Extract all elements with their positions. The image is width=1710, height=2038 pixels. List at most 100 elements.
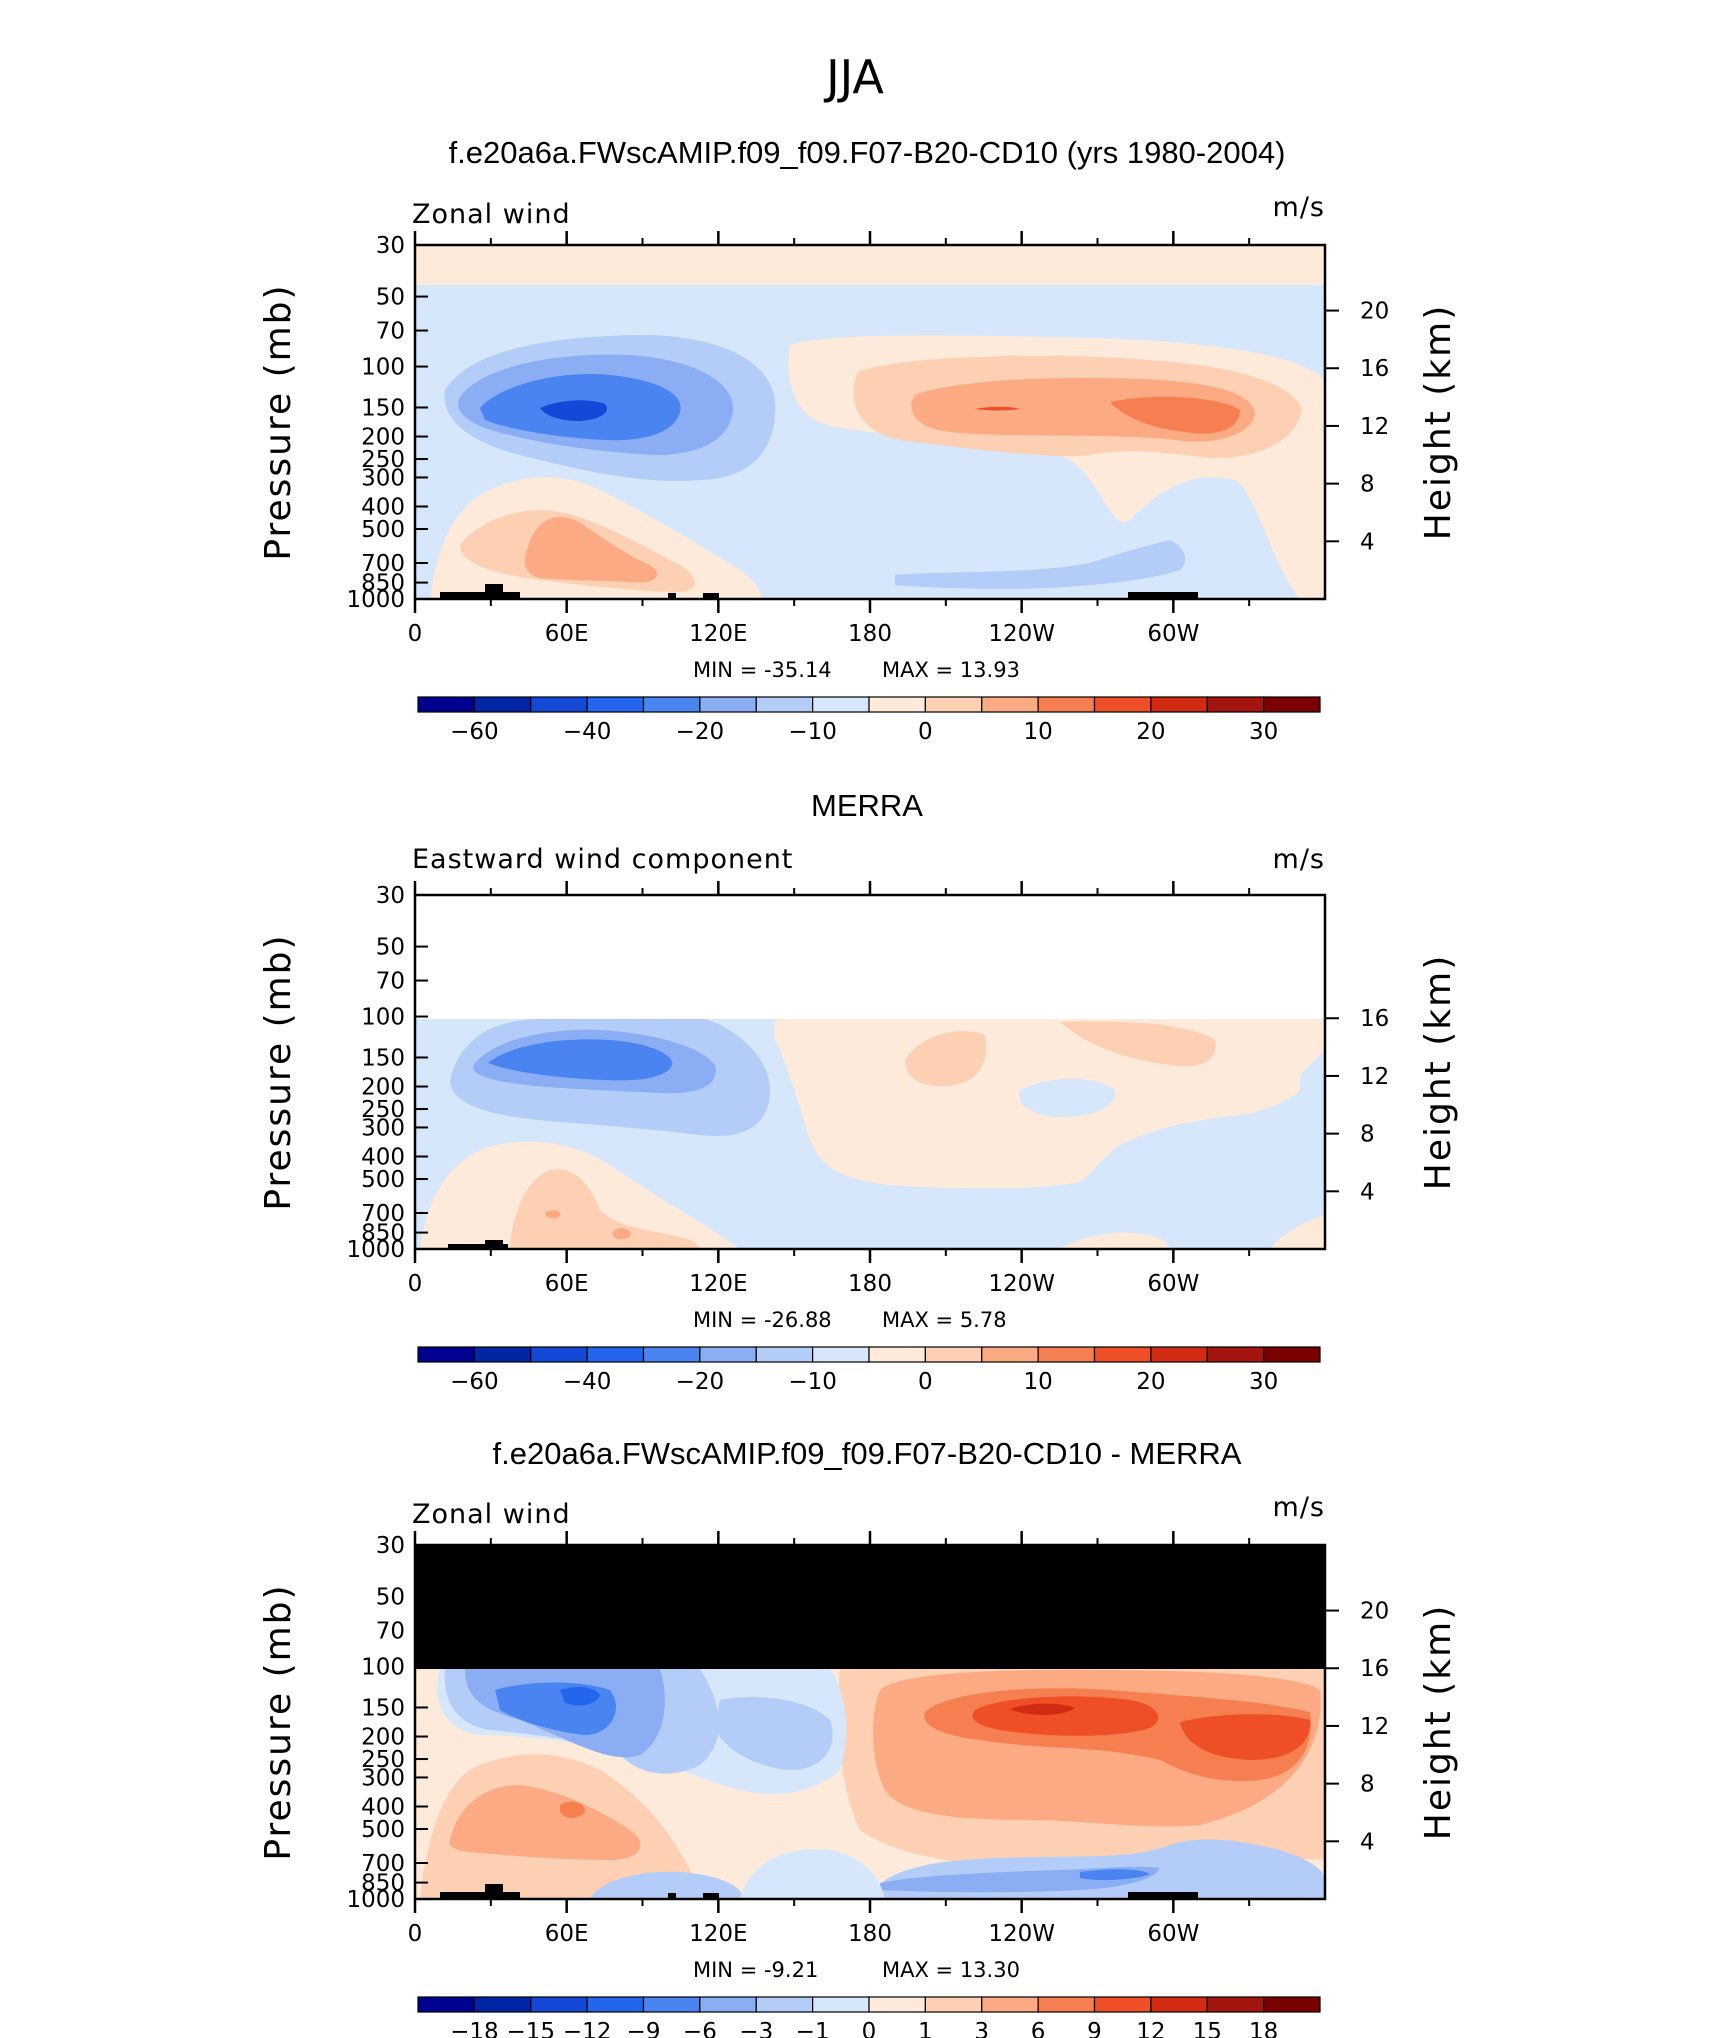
panel-1: f.e20a6a.FWscAMIP.f09_f09.F07-B20-CD10 (… (258, 135, 1459, 745)
x-tick-label: 120W (988, 1921, 1055, 1947)
colorbar-swatch (1206, 696, 1265, 713)
x-tick-label: 120E (689, 1921, 747, 1947)
colorbar-swatch (642, 696, 701, 713)
y-tick-label: 1000 (346, 587, 405, 613)
panel-2-westerly-patch-a (545, 1210, 561, 1219)
colorbar-label: 20 (1136, 719, 1165, 745)
colorbar-swatch (1093, 696, 1152, 713)
colorbar-swatch (1263, 1996, 1321, 2013)
x-tick-label: 60E (545, 1271, 589, 1297)
panel-2-y2label: Height (km) (1418, 954, 1459, 1190)
y2-tick-label: 12 (1360, 414, 1389, 440)
y-tick-label: 850 (361, 1221, 405, 1247)
panel-2: MERRA Eastward wind component m/s 30 50 70… (258, 788, 1459, 1395)
colorbar-swatch (417, 1346, 475, 1363)
colorbar-label: 30 (1249, 1369, 1278, 1395)
panel-3-negative-mid-b (715, 1696, 833, 1770)
y-tick-label: 50 (376, 935, 405, 961)
y2-tick-label: 8 (1360, 472, 1375, 498)
colorbar-swatch (981, 1346, 1039, 1363)
colorbar-swatch (473, 1996, 532, 2013)
colorbar-swatch (1037, 1996, 1096, 2013)
colorbar-label: −10 (788, 719, 837, 745)
panel-2-subtitle: MERRA (811, 788, 923, 823)
panel-1-units-label: m/s (1273, 192, 1325, 223)
panel-1-eastward-jet-core-2 (975, 406, 1020, 411)
panel-3-masked-region (415, 1545, 1325, 1669)
colorbar-swatch (1150, 1996, 1208, 2013)
x-tick-label: 60E (545, 621, 589, 647)
panel-1-westward-jet-core (540, 400, 608, 421)
panel-1-topography-andes (1128, 592, 1198, 599)
y-tick-label: 250 (361, 1097, 405, 1123)
colorbar-swatch (530, 1996, 588, 2013)
y-tick-label: 70 (376, 1619, 405, 1645)
panel-2-variable-label: Eastward wind component (412, 844, 793, 875)
colorbar-label: −12 (563, 2019, 612, 2038)
colorbar-swatch (1037, 1346, 1096, 1363)
colorbar-swatch (1206, 1996, 1265, 2013)
panel-2-low-level-east-patch (1270, 1215, 1325, 1249)
panel-1-low-level-westerlies-inner (525, 516, 658, 583)
panel-3-topography-b (668, 1893, 676, 1899)
colorbar-label: 6 (1031, 2019, 1046, 2038)
panel-3-low-level-positive-core (560, 1801, 585, 1818)
colorbar-label: 0 (918, 1369, 933, 1395)
y2-tick-label: 20 (1360, 299, 1389, 325)
y2-tick-label: 16 (1360, 1006, 1389, 1032)
x-tick-label: 120E (689, 1271, 747, 1297)
panel-3-topography (440, 1892, 520, 1899)
y-tick-label: 30 (376, 883, 405, 909)
y-tick-label: 700 (361, 1201, 405, 1227)
panel-1-topography-b (668, 593, 676, 599)
y-tick-label: 850 (361, 1871, 405, 1897)
colorbar-label: 18 (1249, 2019, 1278, 2038)
panel-3-topography-c (703, 1893, 719, 1899)
y-tick-label: 700 (361, 551, 405, 577)
panel-2-eastern-edge-easterlies (1299, 1050, 1325, 1160)
x-tick-label: 120W (988, 1271, 1055, 1297)
x-tick-label: 0 (408, 621, 423, 647)
y2-tick-label: 20 (1360, 1599, 1389, 1625)
y-tick-label: 500 (361, 1167, 405, 1193)
colorbar-swatch (642, 1346, 701, 1363)
panel-3-topography-peak (485, 1884, 503, 1899)
colorbar-swatch (530, 696, 588, 713)
panel-1-stratospheric-band (415, 245, 1325, 285)
colorbar-label: 3 (974, 2019, 989, 2038)
y-tick-label: 1000 (346, 1887, 405, 1913)
panel-1-colorbar: −60 −40 −20 −10 0 10 20 30 (417, 696, 1321, 745)
figure-title: JJA (823, 50, 884, 104)
colorbar-swatch (1037, 696, 1096, 713)
colorbar-swatch (755, 1996, 814, 2013)
colorbar-swatch (1093, 1996, 1152, 2013)
x-tick-label: 120E (689, 621, 747, 647)
panel-1-subtitle: f.e20a6a.FWscAMIP.f09_f09.F07-B20-CD10 (… (449, 135, 1286, 170)
panel-2-field (415, 895, 1325, 1249)
panel-2-max-label: MAX = 5.78 (882, 1308, 1007, 1332)
y-tick-label: 200 (361, 425, 405, 451)
panel-3-low-level-negative-west (590, 1871, 745, 1899)
colorbar-swatch (924, 1996, 983, 2013)
panel-2-topography (448, 1244, 508, 1249)
colorbar-swatch (924, 1346, 983, 1363)
colorbar-swatch (586, 696, 645, 713)
y-tick-label: 250 (361, 1747, 405, 1773)
panel-1-y2label: Height (km) (1418, 304, 1459, 540)
colorbar-swatch (812, 1996, 870, 2013)
x-tick-label: 60W (1147, 621, 1199, 647)
colorbar-swatch (1263, 696, 1321, 713)
colorbar-swatch (699, 696, 757, 713)
colorbar-label: 1 (918, 2019, 933, 2038)
x-tick-label: 60E (545, 1921, 589, 1947)
x-tick-label: 180 (848, 1921, 892, 1947)
panel-3-positive-peak (1010, 1703, 1075, 1715)
y-tick-label: 500 (361, 517, 405, 543)
colorbar-label: −3 (739, 2019, 773, 2038)
x-tick-label: 180 (848, 621, 892, 647)
colorbar-label: 0 (862, 2019, 877, 2038)
colorbar-swatch (755, 696, 814, 713)
panel-2-westerly-patch-b (612, 1228, 631, 1240)
colorbar-swatch (699, 1346, 757, 1363)
colorbar-label: −15 (506, 2019, 555, 2038)
